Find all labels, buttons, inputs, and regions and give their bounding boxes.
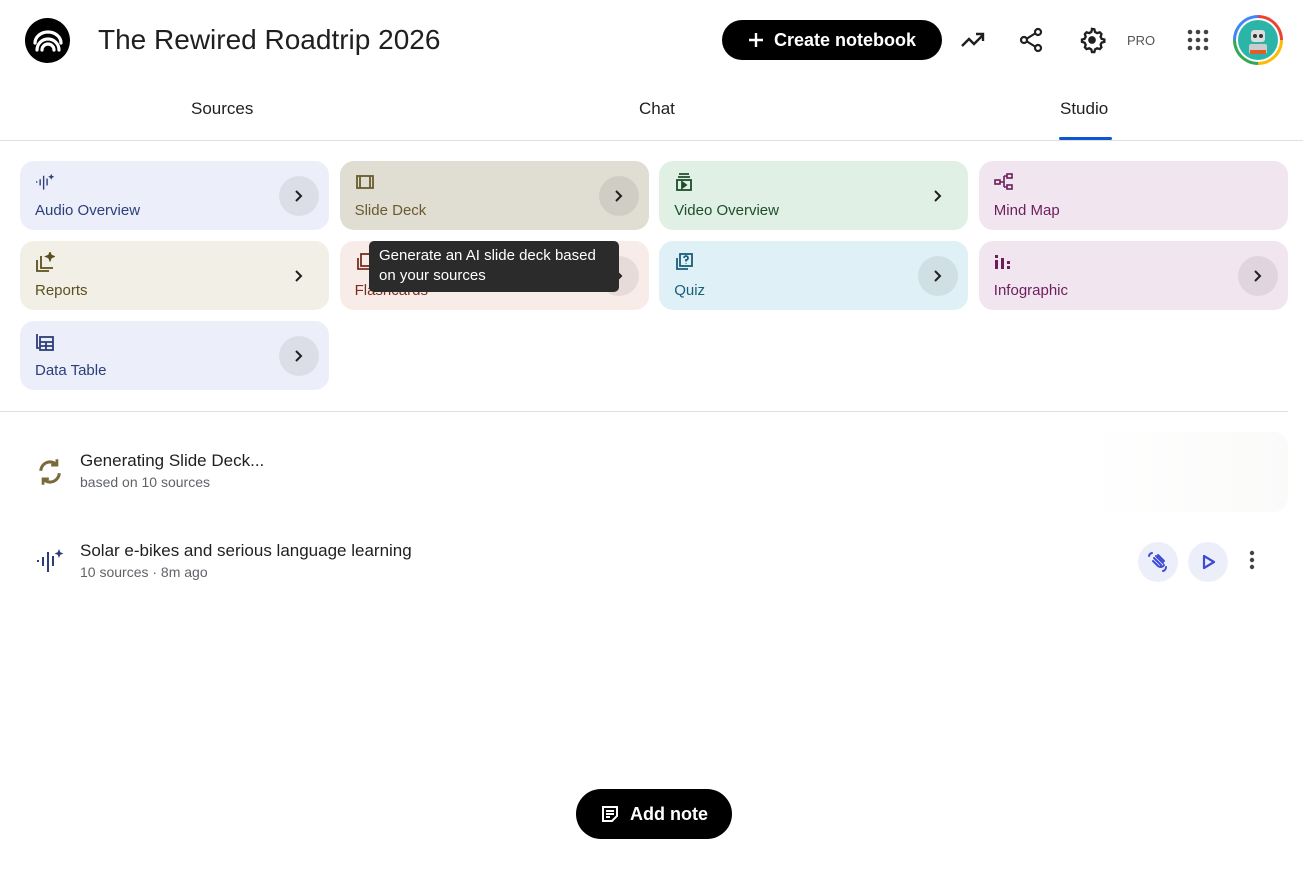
slides-icon [355,171,634,193]
settings-icon[interactable] [1077,25,1107,55]
output-item-audio[interactable]: Solar e-bikes and serious language learn… [80,541,412,580]
create-notebook-button[interactable]: Create notebook [722,20,942,60]
studio-card-infographic[interactable]: Infographic [978,241,1288,310]
analytics-icon[interactable] [958,25,988,55]
studio-card-data-table[interactable]: Data Table [20,321,329,390]
studio-card-label: Reports [35,282,88,299]
studio-card-label: Audio Overview [35,202,141,219]
studio-card-audio-overview[interactable]: Audio Overview [20,161,329,230]
tab-studio[interactable]: Studio [1060,99,1109,118]
reports-icon [35,251,314,273]
chevron-right-icon[interactable] [279,256,319,296]
mind-map-icon [993,171,1273,193]
tab-chat[interactable]: Chat [639,99,675,118]
studio-card-label: Quiz [674,282,706,299]
studio-card-label: Mind Map [993,202,1060,219]
studio-card-label: Video Overview [674,202,779,219]
chevron-right-icon[interactable] [598,176,639,216]
avatar[interactable] [1233,15,1283,65]
output-title: Generating Slide Deck... [80,451,265,470]
studio-card-label: Slide Deck [354,202,427,219]
chevron-right-icon[interactable] [279,336,319,376]
divider [0,140,1303,141]
pro-badge: PRO [1127,33,1156,48]
create-notebook-label: Create notebook [773,29,917,50]
studio-card-slide-deck[interactable]: Slide Deck [339,161,649,230]
notebook-title[interactable]: The Rewired Roadtrip 2026 [98,24,441,55]
apps-grid-icon[interactable] [1183,25,1213,55]
audio-waveform-icon [36,548,64,579]
chevron-right-icon[interactable] [279,176,319,216]
studio-card-label: Infographic [993,282,1069,299]
studio-card-mind-map[interactable]: Mind Map [978,161,1288,230]
wave-hand-icon [1148,552,1167,572]
quiz-icon [674,251,953,273]
plus-icon [748,33,763,47]
add-note-label: Add note [630,803,708,824]
studio-card-reports[interactable]: Reports [20,241,329,310]
chevron-right-icon[interactable] [1237,256,1278,296]
studio-card-quiz[interactable]: Quiz [659,241,969,310]
note-icon [602,806,618,822]
loading-placeholder [1090,432,1288,512]
output-subtitle: based on 10 sources [80,474,210,490]
divider [0,411,1288,412]
play-button[interactable] [1188,542,1228,582]
chevron-right-icon[interactable] [918,256,959,296]
app-logo[interactable] [25,18,70,63]
output-item-generating[interactable]: Generating Slide Deck... based on 10 sou… [80,451,264,490]
chevron-right-icon[interactable] [918,176,958,216]
data-table-icon [35,331,314,353]
active-tab-indicator [1059,137,1112,140]
audio-waveform-icon [35,171,314,193]
share-icon[interactable] [1016,25,1046,55]
interactive-mode-button[interactable] [1138,542,1178,582]
sync-icon [36,457,64,492]
video-icon [674,171,953,193]
output-subtitle: 10 sources · 8m ago [80,564,208,580]
play-icon [1202,554,1216,570]
studio-card-video-overview[interactable]: Video Overview [659,161,969,230]
tab-sources[interactable]: Sources [191,99,254,118]
more-options-icon[interactable] [1242,550,1262,577]
infographic-icon [994,251,1273,273]
studio-card-label: Data Table [35,362,107,379]
add-note-button[interactable]: Add note [576,789,732,839]
output-title: Solar e-bikes and serious language learn… [80,541,412,560]
tooltip: Generate an AI slide deck based on your … [369,241,619,292]
